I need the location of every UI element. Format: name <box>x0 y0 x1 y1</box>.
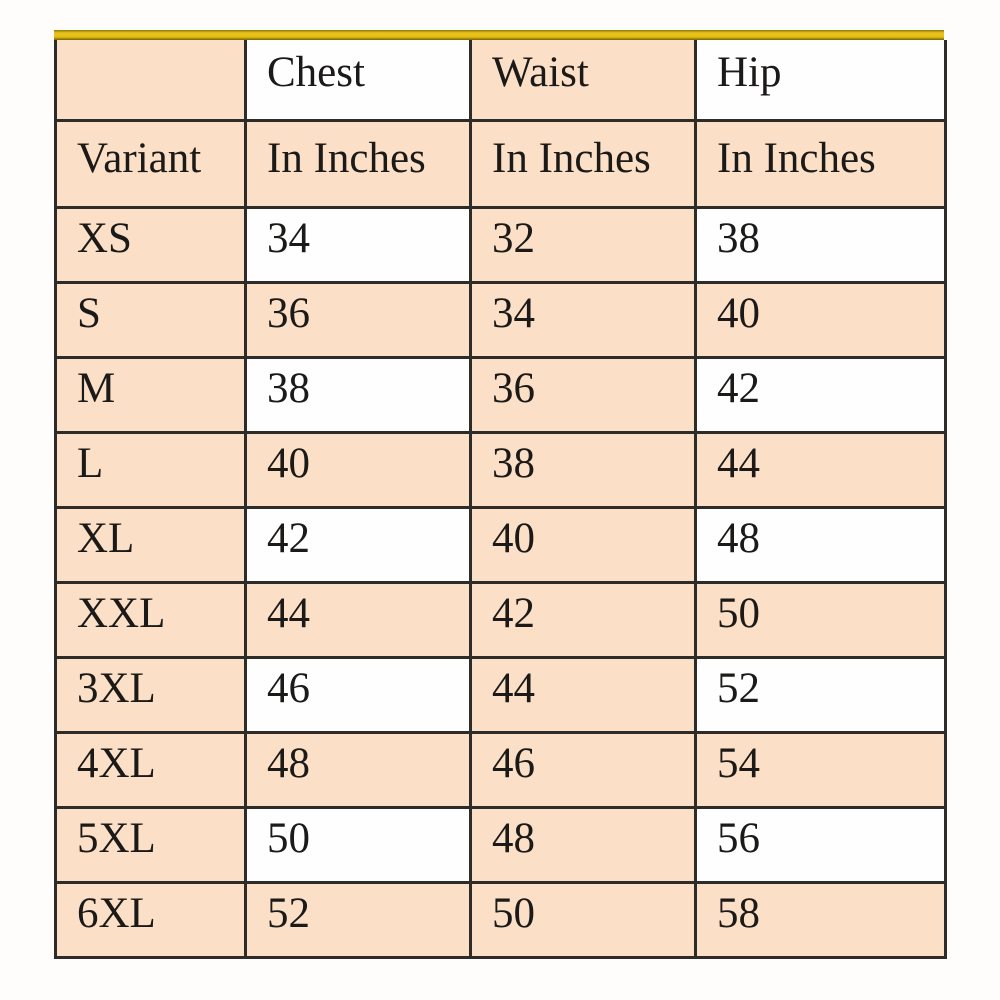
hip-cell: 54 <box>694 730 947 809</box>
header-cell-blank <box>54 40 247 122</box>
subheader-cell-waist-unit: In Inches <box>469 118 697 209</box>
table-row-s: S 36 34 40 <box>54 280 947 359</box>
hip-cell: 56 <box>694 805 947 884</box>
table-row-l: L 40 38 44 <box>54 430 947 509</box>
chest-cell: 36 <box>244 280 472 359</box>
hip-cell: 50 <box>694 580 947 659</box>
waist-cell: 34 <box>469 280 697 359</box>
chest-cell: 52 <box>244 880 472 959</box>
table-row-6xl: 6XL 52 50 58 <box>54 880 947 959</box>
variant-cell: M <box>54 355 247 434</box>
variant-cell: XS <box>54 205 247 284</box>
hip-cell: 52 <box>694 655 947 734</box>
variant-cell: 4XL <box>54 730 247 809</box>
table-row-4xl: 4XL 48 46 54 <box>54 730 947 809</box>
chest-cell: 34 <box>244 205 472 284</box>
waist-cell: 44 <box>469 655 697 734</box>
header-cell-hip: Hip <box>694 40 947 122</box>
hip-cell: 38 <box>694 205 947 284</box>
chest-cell: 42 <box>244 505 472 584</box>
subheader-cell-chest-unit: In Inches <box>244 118 472 209</box>
variant-cell: 5XL <box>54 805 247 884</box>
waist-cell: 36 <box>469 355 697 434</box>
waist-cell: 32 <box>469 205 697 284</box>
hip-cell: 44 <box>694 430 947 509</box>
table-row-xl: XL 42 40 48 <box>54 505 947 584</box>
header-cell-chest: Chest <box>244 40 472 122</box>
top-accent-bar <box>54 30 944 40</box>
chest-cell: 48 <box>244 730 472 809</box>
header-cell-waist: Waist <box>469 40 697 122</box>
chest-cell: 50 <box>244 805 472 884</box>
hip-cell: 42 <box>694 355 947 434</box>
table-row-5xl: 5XL 50 48 56 <box>54 805 947 884</box>
size-chart-table: Chest Waist Hip Variant In Inches In Inc… <box>54 40 947 959</box>
chest-cell: 38 <box>244 355 472 434</box>
waist-cell: 46 <box>469 730 697 809</box>
variant-cell: 6XL <box>54 880 247 959</box>
variant-cell: 3XL <box>54 655 247 734</box>
variant-cell: L <box>54 430 247 509</box>
subheader-cell-variant: Variant <box>54 118 247 209</box>
waist-cell: 48 <box>469 805 697 884</box>
table-row-xs: XS 34 32 38 <box>54 205 947 284</box>
hip-cell: 58 <box>694 880 947 959</box>
table-row-3xl: 3XL 46 44 52 <box>54 655 947 734</box>
waist-cell: 42 <box>469 580 697 659</box>
variant-cell: XXL <box>54 580 247 659</box>
table-row-xxl: XXL 44 42 50 <box>54 580 947 659</box>
hip-cell: 40 <box>694 280 947 359</box>
chest-cell: 44 <box>244 580 472 659</box>
chest-cell: 46 <box>244 655 472 734</box>
subheader-cell-hip-unit: In Inches <box>694 118 947 209</box>
variant-cell: XL <box>54 505 247 584</box>
variant-cell: S <box>54 280 247 359</box>
waist-cell: 38 <box>469 430 697 509</box>
subheader-row: Variant In Inches In Inches In Inches <box>54 118 947 209</box>
table-row-m: M 38 36 42 <box>54 355 947 434</box>
waist-cell: 50 <box>469 880 697 959</box>
hip-cell: 48 <box>694 505 947 584</box>
chest-cell: 40 <box>244 430 472 509</box>
header-row: Chest Waist Hip <box>54 40 947 122</box>
waist-cell: 40 <box>469 505 697 584</box>
